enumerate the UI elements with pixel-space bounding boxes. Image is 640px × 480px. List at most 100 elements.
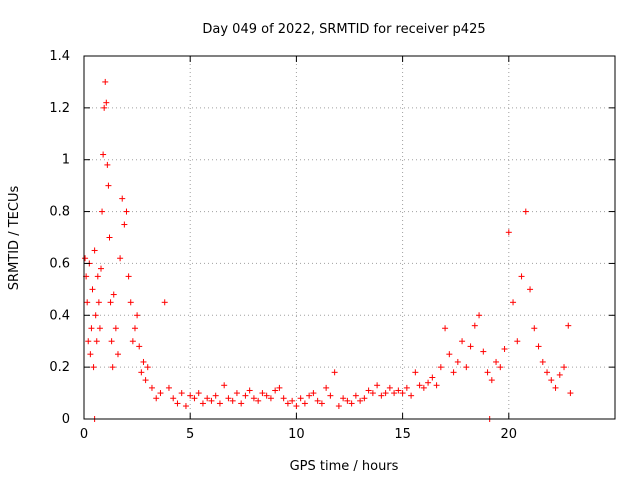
- data-point: [102, 78, 109, 85]
- data-point: [140, 358, 147, 365]
- data-point: [361, 395, 368, 402]
- data-point: [408, 392, 415, 399]
- data-point: [94, 273, 101, 280]
- grid-lines: [84, 56, 615, 419]
- x-tick-label: 10: [288, 427, 305, 442]
- data-point: [216, 400, 223, 407]
- data-point: [276, 384, 283, 391]
- data-point: [104, 161, 111, 168]
- data-point: [138, 369, 145, 376]
- data-point: [420, 384, 427, 391]
- data-point: [446, 351, 453, 358]
- data-point: [527, 286, 534, 293]
- data-point: [548, 377, 555, 384]
- data-point: [108, 338, 115, 345]
- data-point: [178, 390, 185, 397]
- data-point: [212, 392, 219, 399]
- data-point: [91, 247, 98, 254]
- data-point: [85, 338, 92, 345]
- data-point: [535, 343, 542, 350]
- data-point: [357, 397, 364, 404]
- y-tick-label: 0: [62, 412, 70, 427]
- data-point: [101, 104, 108, 111]
- data-point: [112, 325, 119, 332]
- data-point: [463, 364, 470, 371]
- data-point: [242, 392, 249, 399]
- data-point: [433, 382, 440, 389]
- data-point: [514, 338, 521, 345]
- data-point: [518, 273, 525, 280]
- data-point: [493, 358, 500, 365]
- data-point: [412, 369, 419, 376]
- chart-title: Day 049 of 2022, SRMTID for receiver p42…: [202, 22, 485, 37]
- data-point: [255, 397, 262, 404]
- data-point: [310, 390, 317, 397]
- y-tick-label: 1.4: [49, 49, 70, 64]
- data-point: [382, 390, 389, 397]
- data-point: [148, 384, 155, 391]
- data-point: [233, 390, 240, 397]
- data-point: [136, 343, 143, 350]
- data-point: [272, 387, 279, 394]
- data-point: [129, 338, 136, 345]
- data-point: [165, 384, 172, 391]
- x-tick-label: 5: [186, 427, 194, 442]
- data-point: [263, 392, 270, 399]
- data-point: [195, 390, 202, 397]
- data-point: [170, 395, 177, 402]
- x-axis-label: GPS time / hours: [290, 459, 399, 474]
- data-point: [96, 325, 103, 332]
- data-point: [323, 384, 330, 391]
- data-point: [289, 397, 296, 404]
- data-point: [103, 99, 110, 106]
- data-point: [522, 208, 529, 215]
- data-point: [142, 377, 149, 384]
- data-point: [114, 351, 121, 358]
- data-point: [106, 234, 113, 241]
- data-point: [208, 397, 215, 404]
- data-point: [459, 338, 466, 345]
- data-point: [199, 400, 206, 407]
- data-point: [471, 322, 478, 329]
- data-point: [510, 299, 517, 306]
- data-point: [250, 395, 257, 402]
- y-tick-label: 1: [62, 153, 70, 168]
- data-point: [92, 312, 99, 319]
- data-point: [454, 358, 461, 365]
- data-point: [131, 325, 138, 332]
- data-point: [480, 348, 487, 355]
- data-point: [374, 382, 381, 389]
- y-tick-label: 0.8: [49, 205, 70, 220]
- data-point: [259, 390, 266, 397]
- data-point: [531, 325, 538, 332]
- data-point: [182, 403, 189, 410]
- data-point: [352, 392, 359, 399]
- data-point: [391, 390, 398, 397]
- y-tick-label: 0.4: [49, 308, 70, 323]
- data-point: [280, 395, 287, 402]
- data-point: [117, 255, 124, 262]
- data-point: [450, 369, 457, 376]
- data-point: [476, 312, 483, 319]
- data-point: [442, 325, 449, 332]
- data-point: [314, 397, 321, 404]
- data-point: [107, 299, 114, 306]
- data-point: [84, 299, 91, 306]
- data-point: [229, 397, 236, 404]
- data-point: [88, 325, 95, 332]
- data-point: [144, 364, 151, 371]
- data-point: [331, 369, 338, 376]
- data-point: [121, 221, 128, 228]
- data-point: [157, 390, 164, 397]
- y-tick-label: 1.2: [49, 101, 70, 116]
- data-point: [301, 400, 308, 407]
- y-tick-label: 0.6: [49, 256, 70, 271]
- data-point: [425, 379, 432, 386]
- data-point: [187, 392, 194, 399]
- data-point: [565, 322, 572, 329]
- data-point: [344, 397, 351, 404]
- data-point: [365, 387, 372, 394]
- data-point: [153, 395, 160, 402]
- plot-frame: [83, 55, 616, 420]
